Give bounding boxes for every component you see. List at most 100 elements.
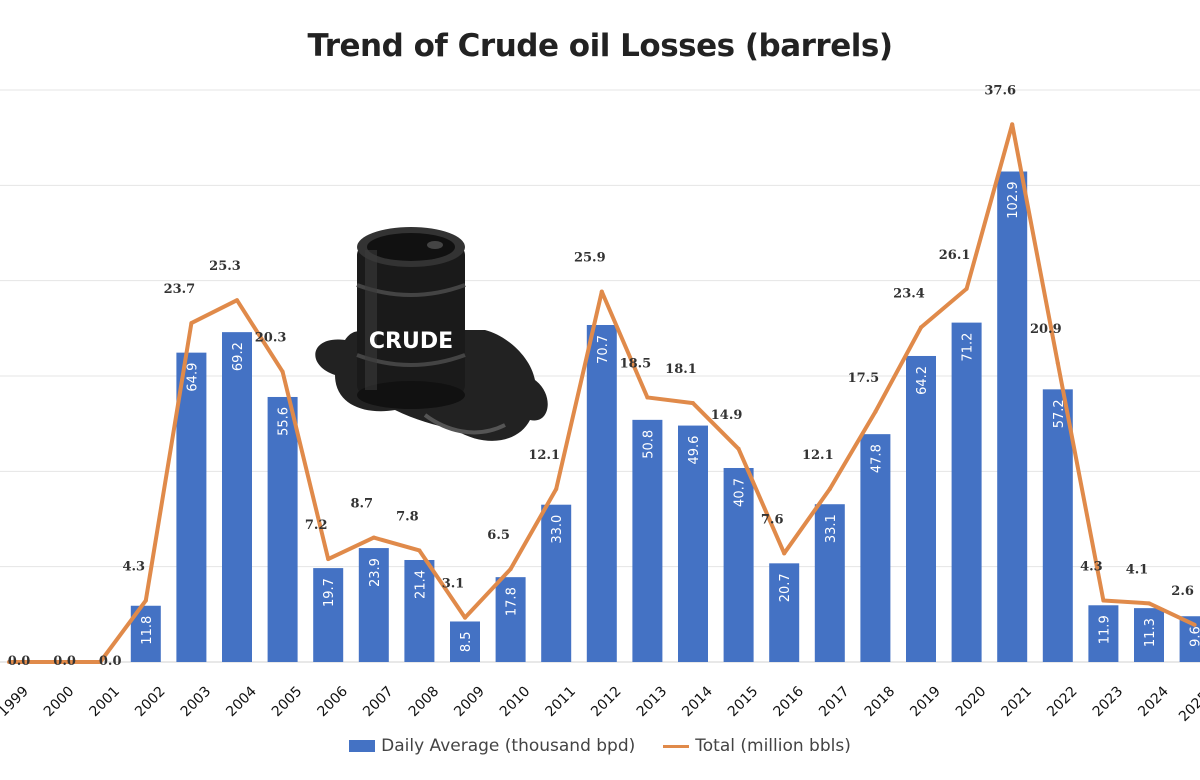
x-tick-label: 2008 (406, 684, 443, 721)
bar (769, 563, 800, 662)
line-point (7, 660, 11, 664)
line-value-label: 23.4 (893, 286, 925, 301)
bar-value-label: 102.9 (1006, 182, 1021, 219)
line-point (1192, 622, 1197, 627)
line-point (1055, 361, 1060, 366)
x-tick-label: 1999 (0, 684, 32, 721)
line-point (554, 486, 559, 491)
line-value-label: 25.3 (209, 259, 241, 274)
line-value-label: 18.1 (665, 362, 697, 377)
bar-value-label: 17.8 (505, 587, 520, 616)
x-tick-label: 2016 (771, 683, 808, 720)
bar-value-label: 64.2 (915, 366, 930, 395)
bar-value-label: 33.0 (550, 515, 565, 544)
x-tick-label: 2012 (588, 684, 625, 721)
line-value-label: 4.3 (1080, 560, 1103, 575)
svg-text:CRUDE: CRUDE (369, 329, 453, 354)
bar-value-label: 71.2 (961, 333, 976, 362)
bar (860, 434, 891, 662)
line-value-label: 7.2 (305, 518, 328, 533)
x-tick-label: 2018 (862, 684, 899, 721)
bar (997, 171, 1028, 662)
line-point (599, 289, 604, 294)
line-point (371, 535, 376, 540)
bar-value-label: 11.8 (140, 616, 155, 645)
x-tick-label: 2006 (315, 683, 352, 720)
x-tick-label: 2023 (1090, 684, 1127, 721)
bar (723, 467, 754, 662)
line-point (463, 615, 467, 620)
line-point (919, 325, 923, 330)
line-point (143, 598, 148, 603)
bar (951, 322, 982, 662)
bar (1088, 605, 1119, 662)
chart-title: Trend of Crude oil Losses (barrels) (307, 28, 894, 64)
line-value-label: 4.1 (1126, 562, 1149, 577)
x-tick-label: 2025* (1176, 684, 1200, 725)
bar-value-label: 40.7 (733, 478, 748, 507)
line-point (235, 298, 239, 303)
x-tick-label: 2005 (269, 684, 306, 721)
line-point (280, 369, 285, 374)
line-point (1010, 122, 1015, 127)
bar (176, 352, 207, 662)
line-point (326, 557, 331, 562)
bar-value-label: 70.7 (596, 335, 611, 364)
line-value-label: 0.0 (53, 654, 76, 669)
line-value-label: 0.0 (99, 654, 122, 669)
line-value-label: 18.5 (620, 356, 652, 371)
x-tick-label: 2021 (999, 684, 1036, 721)
line-point (98, 660, 103, 664)
line-value-label: 23.7 (164, 282, 196, 297)
bar-value-label: 20.7 (778, 573, 793, 602)
line-value-label: 6.5 (487, 528, 510, 543)
line-point (508, 567, 513, 572)
bar (1042, 389, 1073, 662)
bar (222, 332, 252, 662)
line-value-label: 14.9 (711, 408, 743, 423)
bar (586, 324, 617, 662)
x-tick-label: 2019 (907, 684, 944, 721)
x-tick-label: 2022 (1044, 684, 1081, 721)
bar (450, 621, 480, 662)
line-value-label: 0.0 (8, 654, 31, 669)
bar (404, 559, 435, 662)
line-value-label: 12.1 (528, 448, 560, 463)
line-point (964, 286, 969, 291)
x-tick-label: 2000 (41, 684, 78, 721)
bar-value-label: 8.5 (459, 631, 474, 652)
crude-barrel-image: CRUDE (315, 227, 548, 441)
x-tick-label: 2015 (725, 684, 762, 721)
x-tick-label: 2014 (679, 683, 716, 720)
line-point (736, 446, 741, 451)
bar (495, 577, 526, 662)
bar-value-label: 47.8 (869, 444, 884, 473)
line-point (1147, 601, 1151, 606)
bar-value-label: 57.2 (1052, 399, 1067, 428)
legend-item-daily-average: Daily Average (thousand bpd) (349, 736, 635, 756)
bar-value-label: 69.2 (231, 342, 246, 371)
bar (814, 504, 845, 662)
bar-value-label: 19.7 (322, 578, 337, 607)
x-tick-label: 2009 (451, 684, 488, 721)
bar-value-label: 50.8 (641, 430, 656, 459)
bar (1134, 608, 1164, 662)
x-tick-label: 2017 (816, 684, 853, 721)
x-tick-label: 2011 (543, 684, 580, 721)
bar-value-label: 9.6 (1189, 626, 1200, 647)
line-point (52, 660, 57, 664)
line-value-label: 8.7 (350, 497, 373, 512)
x-tick-label: 2001 (87, 684, 124, 721)
line-value-label: 3.1 (442, 577, 465, 592)
bar-value-label: 49.6 (687, 436, 702, 465)
line-value-label: 20.3 (255, 331, 287, 346)
line-point (691, 401, 695, 406)
line-point (782, 551, 787, 556)
legend-swatch-line (663, 744, 690, 748)
bar (632, 419, 663, 662)
x-tick-label: 2010 (497, 684, 534, 721)
line-value-label: 7.8 (396, 509, 419, 524)
legend-label: Total (million bbls) (695, 736, 851, 756)
bar-value-label: 64.9 (185, 363, 200, 392)
